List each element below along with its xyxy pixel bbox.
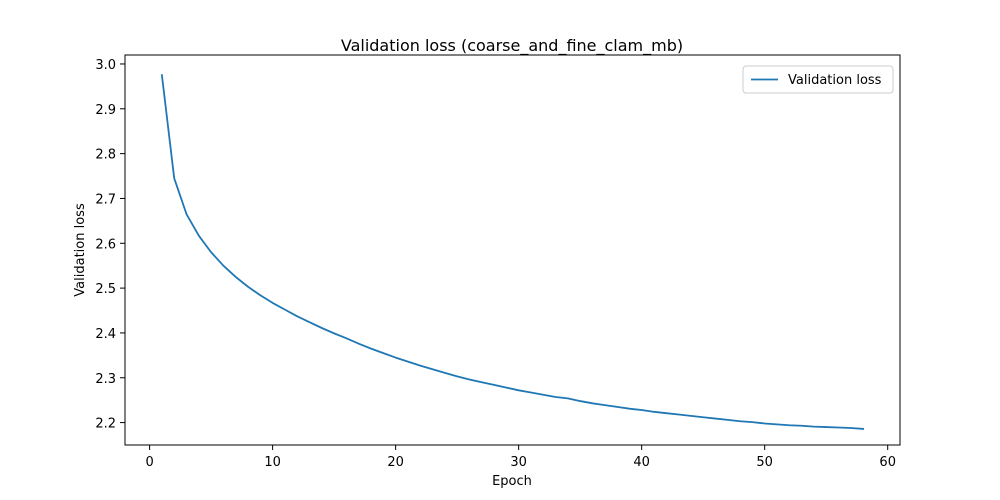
y-tick-label: 2.2	[95, 417, 116, 432]
y-axis-label: Validation loss	[73, 203, 88, 297]
x-tick-label: 20	[387, 455, 404, 470]
x-tick-label: 10	[264, 455, 281, 470]
x-axis-label: Epoch	[492, 474, 532, 489]
y-axis-ticks: 2.2 2.3 2.4 2.5 2.6 2.7 2.8 2.9 3.0	[95, 58, 125, 432]
y-tick-label: 2.7	[95, 192, 116, 207]
series-line-validation-loss	[160, 74, 865, 430]
x-tick-label: 0	[145, 455, 153, 470]
x-tick-label: 40	[633, 455, 650, 470]
y-tick-label: 2.9	[95, 103, 116, 118]
plot-frame	[124, 54, 901, 446]
y-tick-label: 2.5	[95, 282, 116, 297]
y-tick-label: 2.6	[95, 237, 116, 252]
x-tick-label: 60	[879, 455, 896, 470]
y-tick-label: 2.3	[95, 372, 116, 387]
legend: Validation loss	[742, 65, 894, 94]
x-axis-ticks: 0 10 20 30 40 50 60	[145, 445, 896, 470]
legend-label: Validation loss	[788, 73, 882, 88]
x-tick-label: 30	[510, 455, 527, 470]
y-tick-label: 3.0	[95, 58, 116, 73]
y-tick-label: 2.8	[95, 148, 116, 163]
y-tick-label: 2.4	[95, 327, 116, 342]
chart-title: Validation loss (coarse_and_fine_clam_mb…	[341, 36, 683, 56]
x-tick-label: 50	[756, 455, 773, 470]
legend-box	[742, 65, 894, 94]
